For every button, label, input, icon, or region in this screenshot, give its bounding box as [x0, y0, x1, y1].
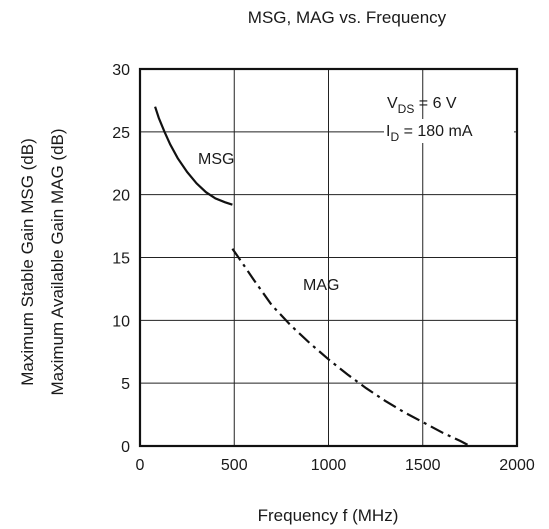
y-tick-label: 10: [112, 313, 130, 330]
y-axis-label-mag: Maximum Available Gain MAG (dB): [48, 128, 67, 395]
series-line-msg: [154, 106, 233, 206]
y-tick-label: 0: [121, 439, 130, 456]
y-tick-label: 30: [112, 62, 130, 79]
y-tick-label: 25: [112, 125, 130, 142]
x-tick-label: 1000: [311, 457, 347, 474]
series-layer: [154, 106, 471, 447]
y-tick-label: 20: [112, 188, 130, 205]
chart-title: MSG, MAG vs. Frequency: [248, 8, 447, 27]
series-label-mag: MAG: [303, 277, 339, 294]
x-tick-label: 1500: [405, 457, 441, 474]
condition-vds: VDS = 6 V: [387, 95, 457, 116]
x-tick-label: 500: [221, 457, 248, 474]
tick-labels: 0 500 1000 1500 2000 0 5 10 15 20 25 30: [112, 62, 535, 474]
y-axis-label-msg: Maximum Stable Gain MSG (dB): [18, 138, 37, 386]
x-tick-label: 2000: [499, 457, 535, 474]
condition-id: ID = 180 mA: [386, 123, 473, 144]
x-axis-label: Frequency f (MHz): [258, 506, 399, 525]
plot-frame: [138, 67, 519, 448]
condition-background: [384, 119, 514, 143]
series-line-mag: [231, 248, 471, 447]
series-label-msg: MSG: [198, 151, 234, 168]
y-tick-label: 5: [121, 376, 130, 393]
x-tick-label: 0: [136, 457, 145, 474]
y-tick-label: 15: [112, 251, 130, 268]
